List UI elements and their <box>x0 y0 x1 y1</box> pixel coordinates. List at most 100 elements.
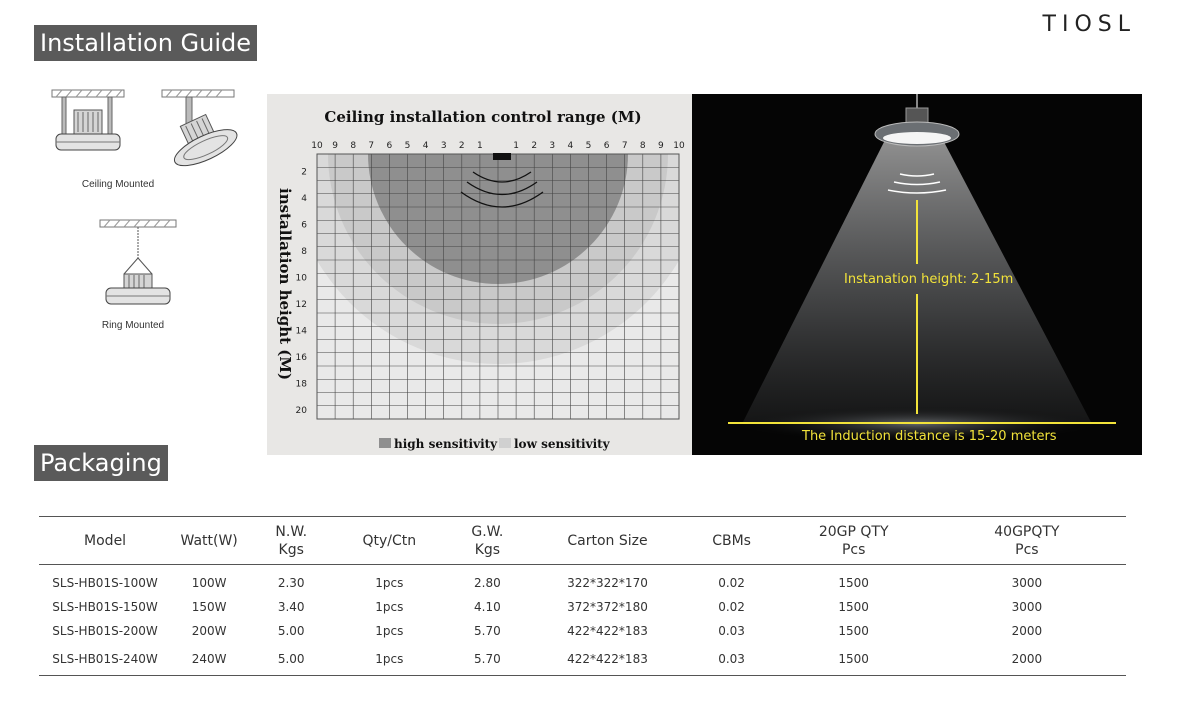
ceiling-mounted-caption: Ceiling Mounted <box>81 179 155 190</box>
table-header-text: Kgs <box>278 541 304 558</box>
top-tick-label: 5 <box>586 141 592 151</box>
table-cell: 3.40 <box>277 600 305 614</box>
table-header-text: Pcs <box>841 541 866 558</box>
packaging-table-body: SLS-HB01S-100W 100W 2.30 1pcs 2.80 322*322*17… <box>39 565 1126 676</box>
legend-high-swatch <box>379 438 391 448</box>
side-tick-label: 6 <box>301 221 307 231</box>
signal-wave-icon-2 <box>893 181 941 186</box>
table-header-cell: G.W. Kgs <box>443 517 531 565</box>
side-tick-label: 10 <box>296 274 308 284</box>
table-cell: SLS-HB01S-200W <box>52 624 158 638</box>
control-range-chart: Ceiling installation control range (M) 1… <box>276 108 685 451</box>
top-tick-label: 7 <box>368 141 374 151</box>
side-tick-label: 16 <box>296 353 308 363</box>
table-cell: 5.70 <box>474 624 501 638</box>
side-tick-labels: 2 4 6 8 10 12 14 16 18 20 <box>296 168 308 417</box>
table-cell: SLS-HB01S-240W <box>39 643 172 676</box>
table-cell: 100W <box>191 576 227 590</box>
side-tick-label: 8 <box>301 247 307 257</box>
table-header-text: Kgs <box>474 541 501 558</box>
table-cell: 1500 <box>779 643 928 676</box>
table-cell: 372*372*180 <box>567 600 648 614</box>
packaging-title: Packaging <box>34 445 168 481</box>
table-cell: SLS-HB01S-150W <box>52 600 158 614</box>
table-cell: 2.30 <box>277 576 305 590</box>
table-cell: 1pcs <box>375 600 404 614</box>
side-tick-label: 12 <box>296 300 307 310</box>
table-cell: 422*422*183 <box>531 643 684 676</box>
table-cell: 1pcs <box>375 624 404 638</box>
table-cell: 1500 <box>838 600 869 614</box>
legend-high-label: high sensitivity <box>394 437 498 451</box>
table-cell: 4.10 <box>474 600 501 614</box>
signal-wave-icon-1 <box>899 173 935 177</box>
top-tick-label: 10 <box>673 141 685 151</box>
range-chart-title: Ceiling installation control range (M) <box>324 108 641 126</box>
top-tick-label: 10 <box>311 141 323 151</box>
side-tick-label: 4 <box>301 194 307 204</box>
top-tick-label: 2 <box>531 141 537 151</box>
top-tick-label: 1 <box>513 141 519 151</box>
table-cell: 1pcs <box>375 576 404 590</box>
table-cell: 322*322*170 <box>567 576 648 590</box>
table-header-text: Watt(W) <box>180 532 238 549</box>
table-cell: 200W <box>191 624 227 638</box>
table-header-text: Pcs <box>1015 541 1039 558</box>
table-header-text: CBMs <box>712 532 751 549</box>
light-beam <box>742 142 1092 424</box>
table-row: SLS-HB01S-100W 100W 2.30 1pcs 2.80 322*322*17… <box>39 565 1126 596</box>
sensor-icon <box>493 153 511 160</box>
ceiling-mount-front-illustration <box>51 89 125 151</box>
top-tick-label: 9 <box>332 141 338 151</box>
table-cell: 2000 <box>1011 624 1043 638</box>
table-cell: 5.00 <box>277 624 305 638</box>
table-header-text: Qty/Ctn <box>362 532 417 549</box>
table-cell: 1500 <box>838 576 869 590</box>
induction-distance-label: The Induction distance is 15-20 meters <box>802 429 1057 444</box>
legend-low-swatch <box>499 438 511 448</box>
wave-icon-2 <box>466 181 538 195</box>
table-cell: 5.00 <box>247 643 336 676</box>
table-cell: 0.02 <box>718 600 745 614</box>
table-cell: 5.70 <box>443 643 532 676</box>
legend-low-label: low sensitivity <box>514 437 611 451</box>
side-tick-label: 18 <box>296 380 308 390</box>
top-tick-label: 4 <box>423 141 429 151</box>
table-cell: 0.03 <box>718 624 745 638</box>
table-header-cell: Carton Size <box>531 517 683 565</box>
top-tick-label: 6 <box>604 141 610 151</box>
table-header-text: 40GPQTY <box>994 523 1060 540</box>
installation-scene-panel: Instanation height: 2-15m The Induction … <box>692 94 1142 455</box>
table-cell: 0.03 <box>683 643 780 676</box>
side-tick-label: 20 <box>296 406 308 416</box>
top-tick-label: 3 <box>549 141 555 151</box>
table-cell: 240W <box>171 643 248 676</box>
top-tick-labels: 10 9 8 7 6 5 4 3 2 1 1 2 3 4 5 6 7 8 9 10 <box>311 141 685 151</box>
top-tick-label: 2 <box>459 141 465 151</box>
table-header-text: Model <box>84 532 127 549</box>
table-cell: SLS-HB01S-100W <box>52 576 158 590</box>
table-cell: 1500 <box>838 624 869 638</box>
scene-illustration <box>727 94 1116 442</box>
top-tick-label: 7 <box>622 141 628 151</box>
grid-lines <box>317 154 679 419</box>
table-cell: 0.02 <box>718 576 745 590</box>
table-header-cell: Watt(W) <box>171 517 247 565</box>
table-cell: 1pcs <box>335 643 444 676</box>
top-tick-label: 5 <box>405 141 411 151</box>
table-row: SLS-HB01S-200W 200W 5.00 1pcs 5.70 422*422*18… <box>39 619 1126 643</box>
table-header-text: G.W. <box>471 523 504 540</box>
table-header-cell: 20GP QTY Pcs <box>780 517 928 565</box>
lamp-lens <box>883 132 951 144</box>
ring-mount-illustration <box>99 219 177 305</box>
ceiling-mount-angled-illustration <box>161 89 238 167</box>
table-cell: 150W <box>191 600 227 614</box>
range-chart-ylabel: installation height (M) <box>276 188 294 380</box>
table-header-text: N.W. <box>275 523 308 540</box>
top-tick-label: 4 <box>568 141 574 151</box>
packaging-table: Model Watt(W) N.W. Kgs Qty/Ctn G.W. Kgs Carton … <box>39 516 1126 676</box>
table-row: SLS-HB01S-240W 240W 5.00 1pcs 5.70 422*422*18… <box>39 643 1126 676</box>
table-header-cell: Qty/Ctn <box>335 517 443 565</box>
top-tick-label: 3 <box>441 141 447 151</box>
table-header-cell: 40GPQTY Pcs <box>928 517 1126 565</box>
